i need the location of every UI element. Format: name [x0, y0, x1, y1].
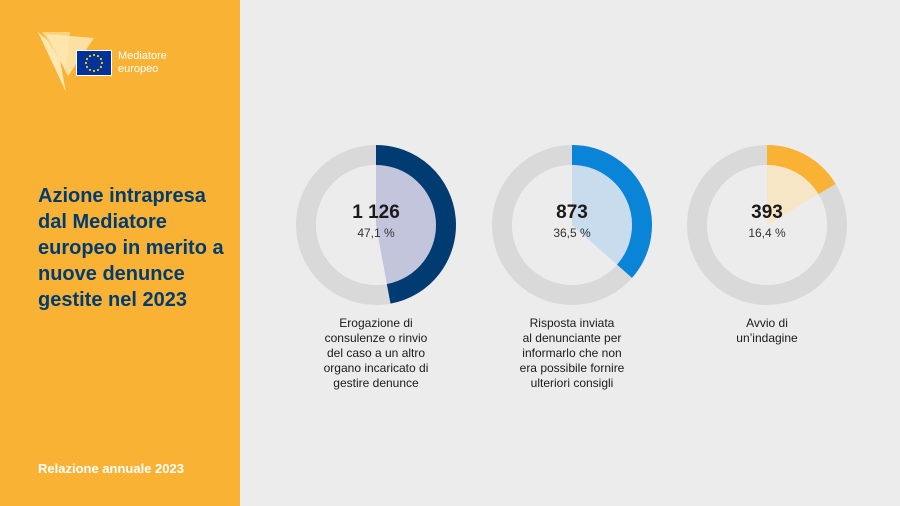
- donut-value: 1 126: [352, 202, 400, 223]
- donut-value: 873: [556, 202, 588, 223]
- donut-chart: 1 126 47,1 %: [295, 144, 457, 306]
- ombudsman-logo: Mediatore europeo: [36, 30, 186, 100]
- donut-inner-slice: [767, 165, 819, 225]
- chart-area: 1 126 47,1 % Erogazione di consulenze o …: [240, 0, 900, 506]
- donut-block-advice: 1 126 47,1 % Erogazione di consulenze o …: [286, 144, 466, 391]
- donut-slice: [766, 145, 836, 195]
- donut-center: 393 16,4 %: [686, 202, 848, 241]
- logo-text: Mediatore europeo: [118, 50, 167, 76]
- donut-chart: 873 36,5 %: [491, 144, 653, 306]
- flag-star: [92, 69, 96, 73]
- page-title: Azione intrapresa dal Mediatore europeo …: [38, 185, 224, 311]
- donut-percent: 47,1 %: [357, 226, 395, 240]
- donut-percent: 16,4 %: [748, 226, 786, 240]
- flag-star: [85, 57, 89, 61]
- donut-inner-slice: [572, 165, 633, 265]
- donut-slice: [375, 145, 456, 304]
- donut-value: 393: [751, 202, 783, 223]
- flag-star: [92, 53, 96, 57]
- flag-star: [84, 61, 88, 65]
- donut-chart: 393 16,4 %: [686, 144, 848, 306]
- donut-caption: Erogazione di consulenze o rinvio del ca…: [323, 316, 429, 390]
- flag-star: [85, 65, 89, 69]
- donut-svg: [687, 145, 847, 305]
- flag-star: [88, 54, 92, 58]
- sidebar: Mediatore europeo Azione intrapresa dal …: [0, 0, 240, 506]
- donut-caption: Risposta inviata al denunciante per info…: [519, 316, 625, 390]
- flag-star: [96, 54, 100, 58]
- flag-star: [99, 57, 103, 61]
- donut-svg: [296, 145, 456, 305]
- donut-inner-slice: [376, 165, 437, 285]
- logo-line-1: Mediatore: [118, 50, 167, 62]
- donut-caption: Avvio di un’indagine: [736, 316, 798, 345]
- wings-logo-icon: [38, 32, 94, 92]
- logo-line-2: europeo: [118, 63, 159, 75]
- donut-slice: [571, 145, 652, 278]
- donut-block-inquiry: 393 16,4 % Avvio di un’indagine: [677, 144, 857, 346]
- donut-center: 873 36,5 %: [491, 202, 653, 241]
- flag-star: [100, 61, 104, 65]
- eu-flag-icon: [76, 50, 112, 76]
- flag-star: [99, 65, 103, 69]
- donut-block-reply: 873 36,5 % Risposta inviata al denuncian…: [482, 144, 662, 391]
- flag-star: [88, 68, 92, 72]
- flag-star: [96, 68, 100, 72]
- donut-center: 1 126 47,1 %: [295, 202, 457, 241]
- donut-svg: [492, 145, 652, 305]
- report-footer: Relazione annuale 2023: [38, 461, 184, 476]
- donut-percent: 36,5 %: [553, 226, 591, 240]
